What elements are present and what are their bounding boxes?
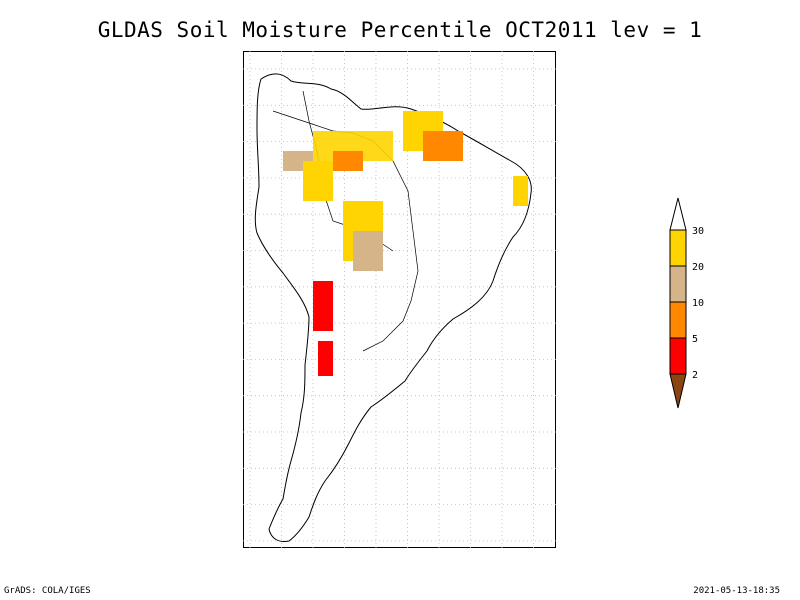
legend-label: 5 [692, 334, 698, 345]
legend-swatch [669, 265, 687, 303]
color-legend: 30 20 10 5 2 [669, 197, 704, 409]
map-panel: 10N5NEQ5S10S15S20S25S30S35S40S45S50S55S … [243, 51, 556, 548]
footer-credit: GrADS: COLA/IGES [4, 586, 91, 596]
legend-label: 30 [692, 226, 704, 237]
legend-label: 10 [692, 298, 704, 309]
legend-top-arrow [669, 197, 687, 231]
legend-swatch [669, 301, 687, 339]
chart-title: GLDAS Soil Moisture Percentile OCT2011 l… [97, 18, 703, 42]
legend-label: 20 [692, 262, 704, 273]
soil-moisture-shading [283, 111, 528, 376]
legend-bottom-arrow [669, 373, 687, 409]
legend-label: 2 [692, 370, 698, 381]
footer-timestamp: 2021-05-13-18:35 [693, 586, 780, 596]
legend-swatch [669, 337, 687, 375]
legend-swatch [669, 229, 687, 267]
